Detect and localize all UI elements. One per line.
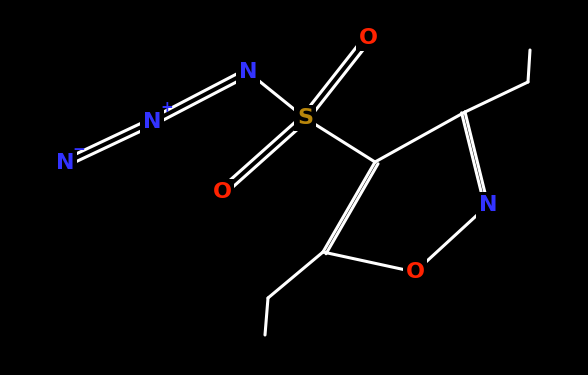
Text: N: N	[239, 62, 258, 82]
Text: +: +	[161, 100, 173, 116]
Text: N: N	[56, 153, 74, 173]
Text: N: N	[479, 195, 497, 215]
Text: −: −	[73, 141, 85, 156]
Text: O: O	[212, 182, 232, 202]
Text: N: N	[143, 112, 161, 132]
Text: O: O	[359, 28, 377, 48]
Text: S: S	[297, 108, 313, 128]
Text: O: O	[406, 262, 425, 282]
